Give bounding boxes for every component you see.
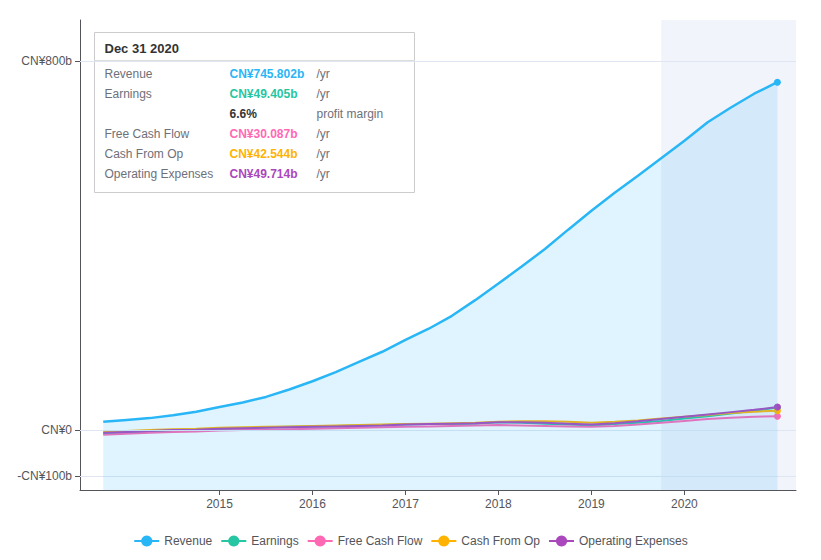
svg-text:Cash From Op: Cash From Op (461, 534, 540, 548)
svg-text:CN¥49.405b: CN¥49.405b (230, 87, 298, 101)
svg-text:Operating Expenses: Operating Expenses (105, 167, 214, 181)
svg-text:Free Cash Flow: Free Cash Flow (105, 127, 190, 141)
svg-text:/yr: /yr (317, 67, 330, 81)
svg-text:Revenue: Revenue (164, 534, 212, 548)
svg-text:2020: 2020 (671, 497, 698, 511)
svg-text:Earnings: Earnings (105, 87, 152, 101)
svg-text:/yr: /yr (317, 147, 330, 161)
svg-text:Operating Expenses: Operating Expenses (579, 534, 688, 548)
svg-text:CN¥42.544b: CN¥42.544b (230, 147, 298, 161)
svg-text:/yr: /yr (317, 167, 330, 181)
svg-text:Cash From Op: Cash From Op (105, 147, 184, 161)
svg-text:/yr: /yr (317, 87, 330, 101)
svg-text:CN¥800b: CN¥800b (21, 54, 72, 68)
svg-text:-CN¥100b: -CN¥100b (17, 469, 72, 483)
svg-text:2018: 2018 (485, 497, 512, 511)
svg-text:CN¥30.087b: CN¥30.087b (230, 127, 298, 141)
svg-text:Dec 31 2020: Dec 31 2020 (105, 41, 179, 56)
svg-text:CN¥0: CN¥0 (41, 423, 72, 437)
svg-text:2015: 2015 (206, 497, 233, 511)
svg-text:Earnings: Earnings (251, 534, 298, 548)
svg-text:/yr: /yr (317, 127, 330, 141)
svg-text:profit margin: profit margin (317, 107, 384, 121)
svg-text:6.6%: 6.6% (230, 107, 258, 121)
svg-text:2016: 2016 (299, 497, 326, 511)
svg-text:Revenue: Revenue (105, 67, 153, 81)
svg-text:2019: 2019 (578, 497, 605, 511)
svg-text:CN¥49.714b: CN¥49.714b (230, 167, 298, 181)
svg-text:2017: 2017 (392, 497, 419, 511)
svg-text:Free Cash Flow: Free Cash Flow (338, 534, 423, 548)
svg-text:CN¥745.802b: CN¥745.802b (230, 67, 305, 81)
